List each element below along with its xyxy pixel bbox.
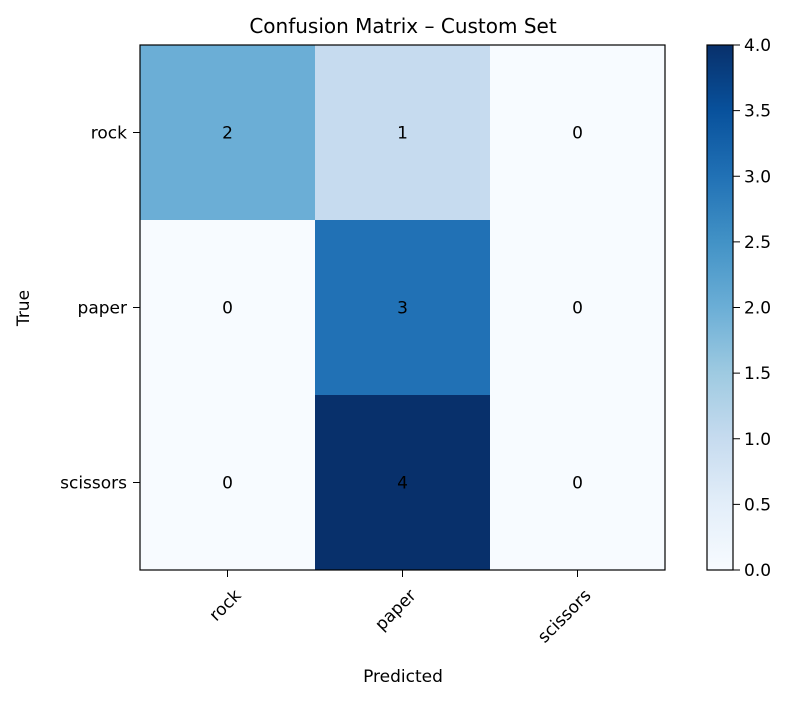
cell-value-labels: 2 1 0 0 3 0 0 4 0: [222, 124, 583, 494]
cell-value-label: 0: [572, 124, 583, 144]
heatmap-cell: [140, 395, 315, 570]
cell-value-label: 0: [572, 299, 583, 319]
heatmap-cells: [140, 45, 665, 570]
colorbar-tick-label: 3.5: [744, 102, 771, 122]
colorbar-tick-label: 0.0: [744, 561, 771, 581]
cell-value-label: 2: [222, 124, 233, 144]
colorbar-tick-label: 3.0: [744, 167, 771, 187]
cell-value-label: 0: [222, 299, 233, 319]
cell-value-label: 1: [397, 124, 408, 144]
x-tick-label: rock: [206, 586, 246, 626]
x-tick-label: scissors: [534, 586, 596, 648]
y-tick-label: rock: [91, 124, 127, 144]
y-axis-label: True: [14, 290, 34, 327]
y-axis-ticks: rock paper scissors: [60, 124, 140, 494]
heatmap-cell: [490, 220, 665, 395]
colorbar-ticks: 0.0 0.5 1.0 1.5 2.0 2.5 3.0 3.5 4.0: [733, 36, 771, 581]
heatmap-cell: [490, 395, 665, 570]
chart-title: Confusion Matrix – Custom Set: [249, 14, 557, 38]
x-tick-label: paper: [371, 586, 420, 635]
cell-value-label: 3: [397, 299, 408, 319]
cell-value-label: 4: [397, 474, 408, 494]
colorbar-tick-label: 1.5: [744, 364, 771, 384]
heatmap-cell: [140, 45, 315, 220]
colorbar-tick-label: 0.5: [744, 495, 771, 515]
colorbar-tick-label: 2.5: [744, 233, 771, 253]
x-axis-label: Predicted: [363, 667, 443, 687]
y-tick-label: scissors: [60, 474, 127, 494]
heatmap-cell: [315, 220, 490, 395]
heatmap-cell: [315, 395, 490, 570]
heatmap-cell: [490, 45, 665, 220]
y-tick-label: paper: [78, 299, 127, 319]
colorbar-tick-label: 2.0: [744, 299, 771, 319]
cell-value-label: 0: [222, 474, 233, 494]
colorbar: [706, 44, 734, 571]
cell-value-label: 0: [572, 474, 583, 494]
x-axis-ticks: rock paper scissors: [206, 570, 596, 647]
heatmap-cell: [140, 220, 315, 395]
heatmap-cell: [315, 45, 490, 220]
colorbar-tick-label: 4.0: [744, 36, 771, 56]
colorbar-tick-label: 1.0: [744, 430, 771, 450]
